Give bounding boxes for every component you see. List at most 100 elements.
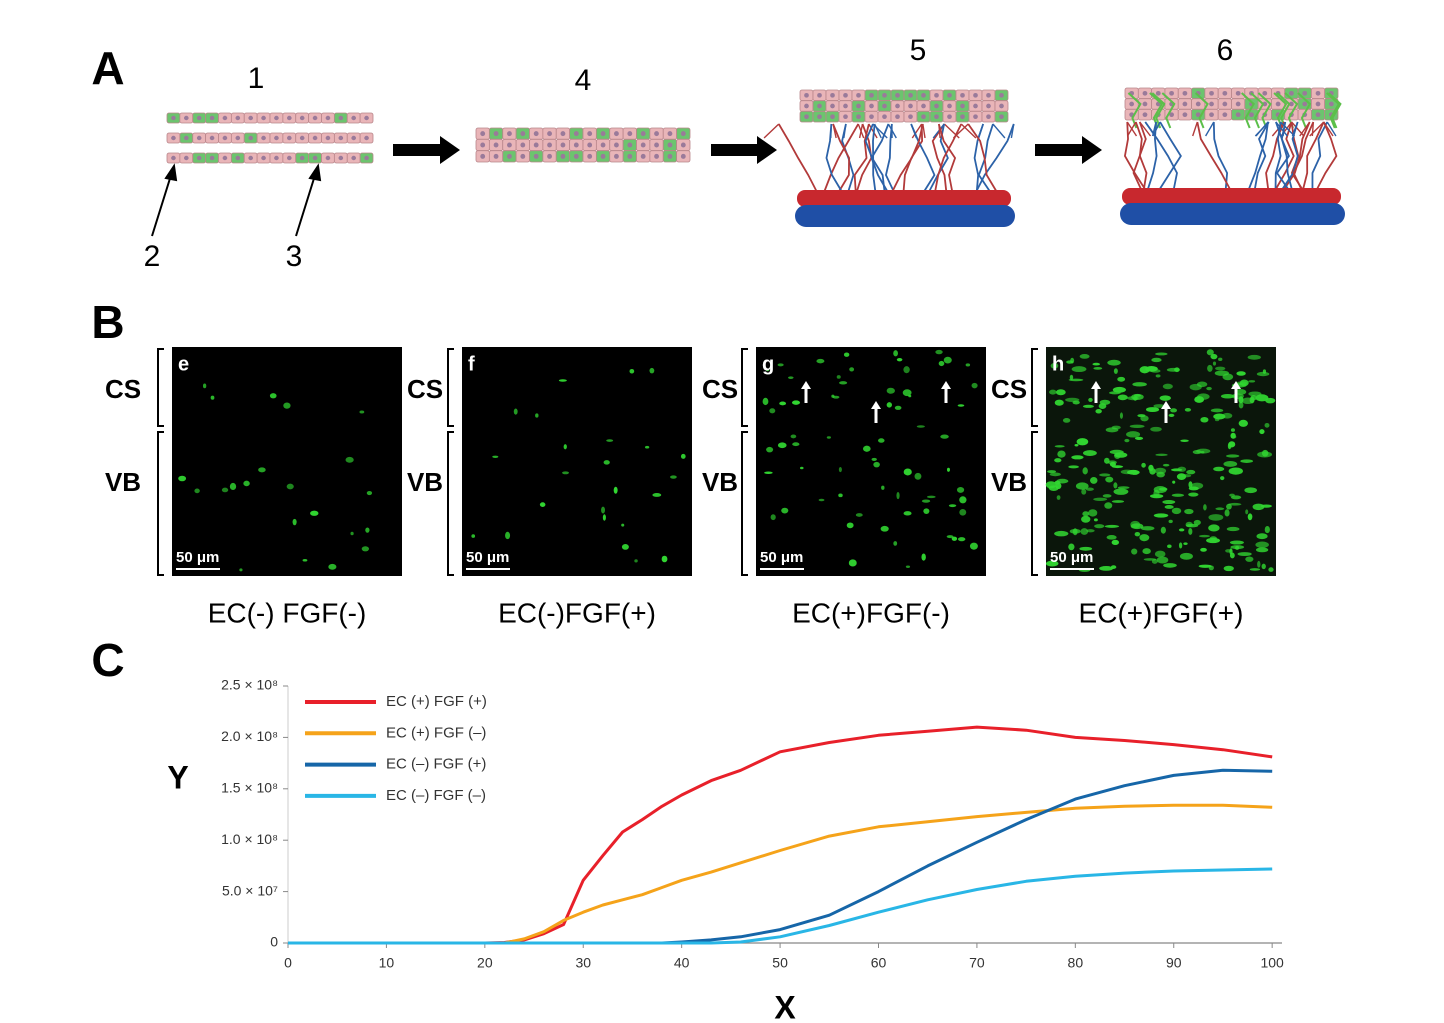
fluorescence (791, 400, 801, 405)
legend-label: EC (+) FGF (+) (386, 693, 487, 710)
nucleus (351, 155, 357, 161)
nucleus (882, 92, 887, 98)
fluorescence (1259, 429, 1265, 435)
fluorescence (893, 541, 898, 546)
fluorescence (886, 402, 893, 408)
fluorescence (1104, 524, 1120, 528)
fluorescence (1179, 552, 1193, 560)
fluorescence (765, 368, 770, 372)
x-tick-label: 20 (477, 955, 493, 971)
fluorescence (1247, 513, 1253, 521)
fluorescence (1162, 383, 1173, 390)
fluorescence (1208, 524, 1220, 532)
nucleus (587, 142, 593, 148)
fluorescence (1156, 556, 1169, 564)
fluorescence (365, 527, 370, 533)
x-tick-label: 0 (284, 955, 292, 971)
fluorescence (1229, 540, 1244, 545)
fluorescence (1206, 386, 1212, 391)
nucleus (1222, 101, 1228, 107)
nucleus (274, 155, 279, 161)
vessel-branch (868, 123, 878, 139)
nucleus (1249, 112, 1254, 118)
nucleus (947, 114, 952, 120)
bracket (741, 431, 748, 576)
fluorescence (1248, 391, 1262, 397)
fluorescence (1079, 354, 1090, 359)
fluorescence (1117, 376, 1126, 382)
fluorescence (1131, 548, 1138, 555)
fluorescence (1228, 502, 1242, 506)
fluorescence (1245, 556, 1254, 562)
fluorescence (921, 553, 926, 561)
fluorescence (328, 563, 337, 570)
fluorescence (1207, 364, 1213, 372)
fluorescence (1155, 453, 1168, 457)
step-label: 4 (575, 64, 592, 97)
fluorescence (1210, 408, 1224, 413)
fluorescence (1184, 508, 1194, 515)
nucleus (869, 114, 874, 120)
nucleus (680, 153, 686, 159)
green-network (1194, 92, 1209, 129)
fluorescence (258, 467, 266, 473)
nucleus (274, 135, 279, 141)
fluorescence (1164, 505, 1174, 509)
fluorescence (350, 531, 354, 536)
nucleus (338, 155, 344, 161)
fluorescence (1134, 436, 1144, 441)
fluorescence (1054, 399, 1064, 406)
nucleus (947, 92, 952, 98)
nucleus (830, 114, 835, 120)
series-line (288, 867, 1273, 945)
nucleus (507, 131, 512, 137)
fluorescence (1265, 397, 1276, 404)
fluorescence (1134, 531, 1141, 537)
fluorescence (849, 367, 855, 372)
fluorescence (1213, 466, 1225, 472)
fluorescence (880, 525, 889, 532)
fluorescence (1245, 509, 1249, 515)
nucleus (600, 153, 606, 159)
fluorescence (1127, 396, 1139, 401)
nucleus (947, 103, 952, 109)
vessel-branch (887, 123, 897, 139)
fluorescence (1249, 568, 1261, 571)
nucleus (171, 135, 176, 141)
marker-arrow (871, 401, 881, 409)
fluorescence (1109, 449, 1124, 455)
fluorescence (1062, 418, 1071, 423)
fluorescence (971, 382, 978, 389)
nucleus (1142, 112, 1148, 118)
fluorescence (1080, 528, 1089, 535)
fluorescence (1220, 476, 1225, 481)
fluorescence (777, 442, 787, 449)
region-label: CS (407, 374, 443, 404)
region-label: VB (407, 467, 443, 497)
fluorescence (1094, 524, 1105, 529)
nucleus (667, 131, 673, 137)
fluorescence (1235, 381, 1248, 386)
nucleus (908, 92, 913, 98)
series-line (288, 803, 1273, 945)
fluorescence (1054, 445, 1065, 448)
vessel-branch (902, 123, 924, 193)
fluorescence (1055, 389, 1066, 396)
fluorescence (1105, 476, 1114, 483)
vessel-branch (1146, 121, 1158, 191)
nucleus (183, 115, 189, 121)
nucleus (934, 92, 939, 98)
nucleus (1209, 101, 1214, 107)
nucleus (654, 142, 659, 148)
fluorescence (832, 395, 840, 399)
vessel-branch (1315, 121, 1338, 191)
vessel-branch (1126, 121, 1138, 137)
fluorescence (943, 356, 952, 364)
fluorescence (1160, 526, 1166, 534)
scale-bar-label: 50 μm (176, 549, 219, 566)
nucleus (312, 135, 318, 141)
panel-label: A (91, 42, 124, 94)
fluorescence (221, 487, 229, 493)
fluorescence (1074, 444, 1079, 447)
nucleus (325, 155, 331, 161)
